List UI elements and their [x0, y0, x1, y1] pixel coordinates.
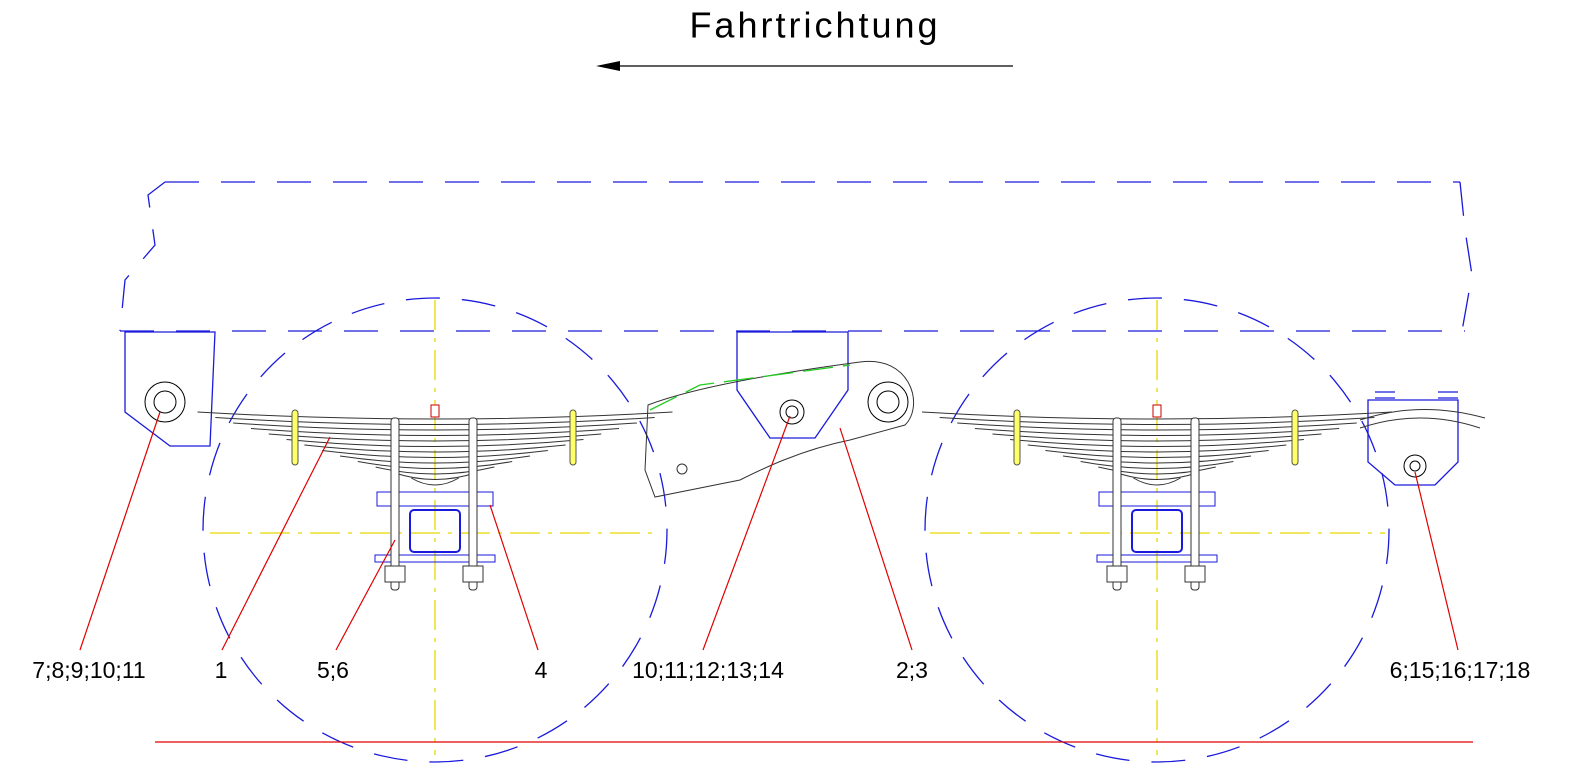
- nut: [1107, 566, 1127, 582]
- axles: [375, 405, 1217, 590]
- u-bolt: [1191, 418, 1199, 590]
- clip: [1014, 410, 1020, 465]
- callout-label: 2;3: [896, 657, 928, 683]
- nut: [1185, 566, 1205, 582]
- nut: [463, 566, 483, 582]
- hangers: [125, 332, 1458, 485]
- callout-label: 6;15;16;17;18: [1390, 657, 1531, 683]
- wheels: [203, 298, 1389, 762]
- clip: [570, 410, 576, 465]
- callout-label: 5;6: [317, 657, 349, 683]
- bolt: [1153, 405, 1161, 417]
- frame: [120, 182, 1472, 331]
- u-bolt: [1113, 418, 1121, 590]
- callout-label: 4: [535, 657, 548, 683]
- leaf: [1360, 418, 1480, 428]
- callout-label: 1: [215, 657, 228, 683]
- direction-arrow: [596, 61, 1013, 71]
- u-bolt: [391, 418, 399, 590]
- clip: [1292, 410, 1298, 465]
- title: Fahrtrichtung: [689, 5, 940, 46]
- nut: [385, 566, 405, 582]
- callout-label: 10;11;12;13;14: [632, 657, 784, 683]
- leaders: [80, 412, 1473, 742]
- drawing: Fahrtrichtung: [0, 0, 1574, 769]
- bolt: [431, 405, 439, 417]
- callout-label: 7;8;9;10;11: [32, 657, 145, 683]
- clip: [292, 410, 298, 465]
- u-bolt: [469, 418, 477, 590]
